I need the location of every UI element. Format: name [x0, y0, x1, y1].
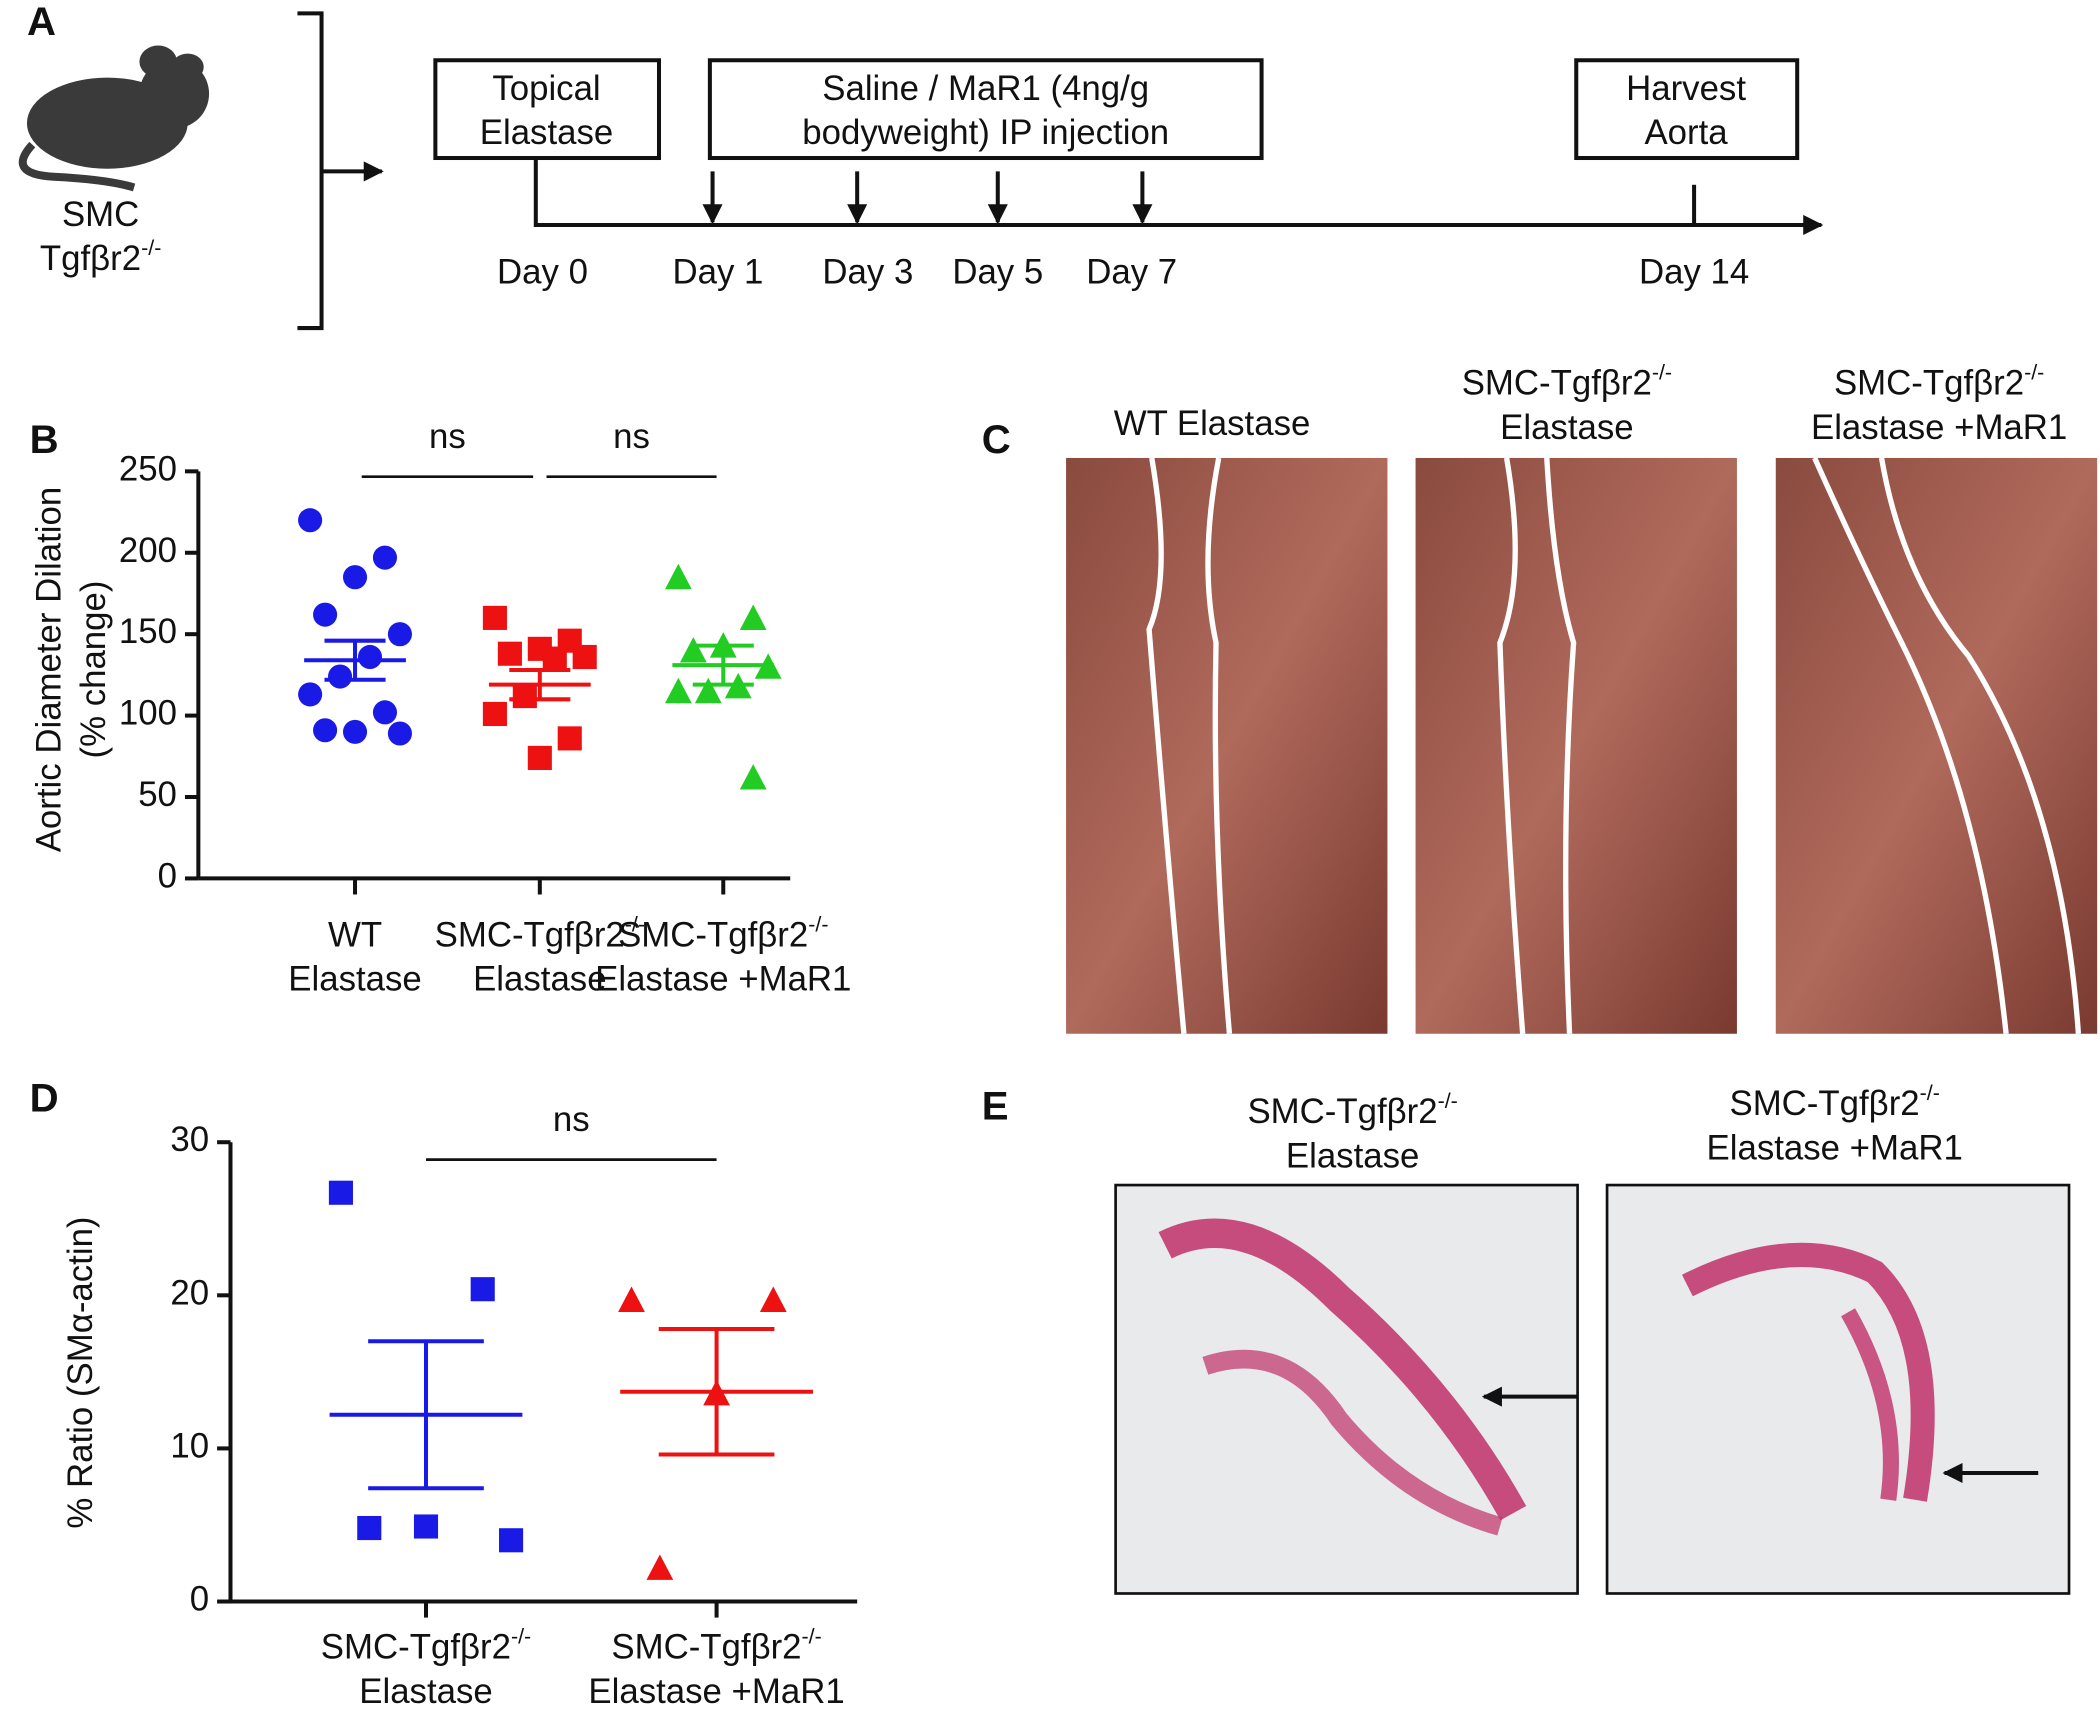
day-label: Day 0	[497, 253, 588, 292]
data-point	[313, 718, 338, 743]
data-point	[497, 641, 522, 666]
y-axis-label: Aortic Diameter Dilation (% change)	[30, 487, 113, 853]
box	[707, 58, 1264, 161]
data-point	[664, 563, 692, 590]
y-axis-label: % Ratio (SMα-actin)	[61, 1216, 100, 1528]
mouse-icon	[18, 45, 210, 192]
y-tick-label: 30	[170, 1120, 209, 1159]
data-point	[618, 1286, 645, 1312]
box	[1574, 58, 1800, 161]
day-label: Day 14	[1639, 253, 1749, 292]
x-tick-label: SMC-Tgfβr2-/-Elastase +MaR1	[588, 1624, 844, 1711]
day-label: Day 1	[672, 253, 763, 292]
data-point	[342, 719, 368, 744]
day-label: Day 3	[822, 253, 913, 292]
data-point	[679, 637, 707, 663]
significance-label: ns	[553, 1100, 590, 1139]
data-point	[357, 644, 383, 670]
x-tick-label: WT Elastase	[288, 916, 421, 999]
data-point	[572, 644, 597, 670]
box-label: Topical Elastase	[480, 69, 613, 152]
y-tick-label: 0	[158, 857, 177, 896]
data-point	[739, 604, 767, 630]
panel-label: E	[982, 1083, 1009, 1128]
x-tick-label: SMC-Tgfβr2-/-Elastase +MaR1	[595, 912, 851, 999]
data-point	[759, 1286, 787, 1312]
data-point	[499, 1528, 524, 1553]
data-point	[470, 1277, 495, 1302]
x-tick-label: SMC-Tgfβr2-/-Elastase	[435, 912, 645, 999]
significance-label: ns	[613, 417, 650, 456]
panel-label: D	[30, 1075, 59, 1120]
y-tick-label: 50	[138, 775, 177, 814]
data-point	[298, 508, 323, 533]
data-point	[739, 764, 767, 790]
mouse-label: SMC Tgfβr2-/-	[40, 195, 161, 278]
box-label: Harvest Aorta	[1626, 69, 1746, 152]
y-tick-label: 150	[119, 612, 177, 651]
data-point	[512, 684, 537, 709]
day-label: Day 5	[952, 253, 1043, 292]
y-tick-label: 0	[190, 1580, 209, 1619]
panel-label: C	[982, 417, 1011, 462]
box	[433, 58, 662, 161]
data-point	[372, 545, 398, 570]
y-tick-label: 10	[170, 1427, 209, 1466]
significance-label: ns	[429, 417, 466, 456]
image-label: WT Elastase	[1114, 404, 1311, 443]
y-tick-label: 250	[119, 450, 177, 489]
data-point	[542, 646, 567, 671]
panel-label: A	[27, 0, 56, 44]
image-label: SMC-Tgfβr2-/-Elastase +MaR1	[1707, 1081, 1963, 1168]
data-point	[557, 726, 582, 751]
data-point	[664, 677, 692, 704]
data-point	[357, 1515, 382, 1541]
day-label: Day 7	[1086, 253, 1177, 292]
panel-label: B	[30, 417, 59, 462]
data-point	[387, 622, 412, 647]
injection-arrows	[702, 171, 1153, 225]
x-tick-label: SMC-Tgfβr2-/-Elastase	[321, 1624, 531, 1711]
data-point	[527, 745, 552, 770]
data-point	[482, 701, 507, 727]
data-point	[328, 1180, 353, 1205]
timeline-axis	[533, 158, 1824, 236]
y-tick-label: 100	[119, 694, 177, 733]
data-point	[313, 602, 338, 627]
data-point	[482, 605, 507, 630]
image-label: SMC-Tgfβr2-/-Elastase +MaR1	[1811, 360, 2067, 447]
data-point	[387, 721, 412, 746]
histology-panel-e	[1114, 1183, 2071, 1595]
data-point	[298, 682, 323, 707]
image-label: SMC-Tgfβr2-/-Elastase	[1462, 360, 1672, 447]
data-point	[646, 1554, 674, 1580]
data-point	[372, 700, 398, 725]
data-point	[342, 565, 368, 590]
y-tick-label: 200	[119, 531, 177, 570]
data-point	[328, 664, 353, 689]
image-label: SMC-Tgfβr2-/-Elastase	[1247, 1089, 1457, 1176]
bracket	[297, 11, 324, 331]
y-tick-label: 20	[170, 1274, 209, 1313]
photo-panel-c	[1066, 456, 2098, 1035]
box-label: Saline / MaR1 (4ng/g bodyweight) IP injec…	[802, 69, 1169, 152]
data-point	[413, 1514, 439, 1539]
data-point	[694, 677, 722, 704]
